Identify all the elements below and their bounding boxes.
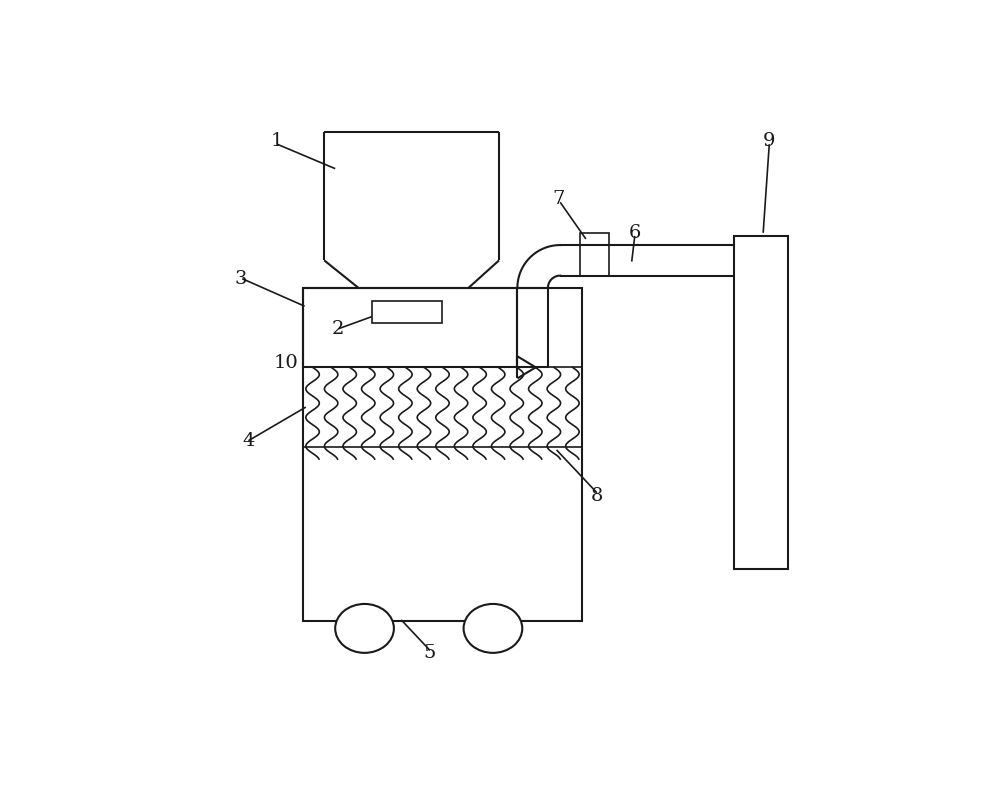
Ellipse shape [464, 604, 522, 653]
Bar [517, 288, 548, 368]
Bar [303, 288, 582, 621]
Bar [372, 301, 442, 322]
Text: 3: 3 [234, 270, 247, 287]
Text: 6: 6 [629, 224, 641, 242]
Text: 8: 8 [591, 487, 603, 505]
Bar [734, 236, 788, 569]
Text: 7: 7 [552, 191, 565, 208]
Text: 2: 2 [332, 320, 344, 337]
Bar [303, 288, 517, 368]
Text: 5: 5 [424, 645, 436, 662]
Text: 10: 10 [274, 354, 299, 372]
Text: 4: 4 [242, 432, 255, 449]
Ellipse shape [335, 604, 394, 653]
Bar [580, 233, 609, 276]
Text: 9: 9 [763, 132, 776, 150]
Text: 1: 1 [271, 132, 283, 150]
